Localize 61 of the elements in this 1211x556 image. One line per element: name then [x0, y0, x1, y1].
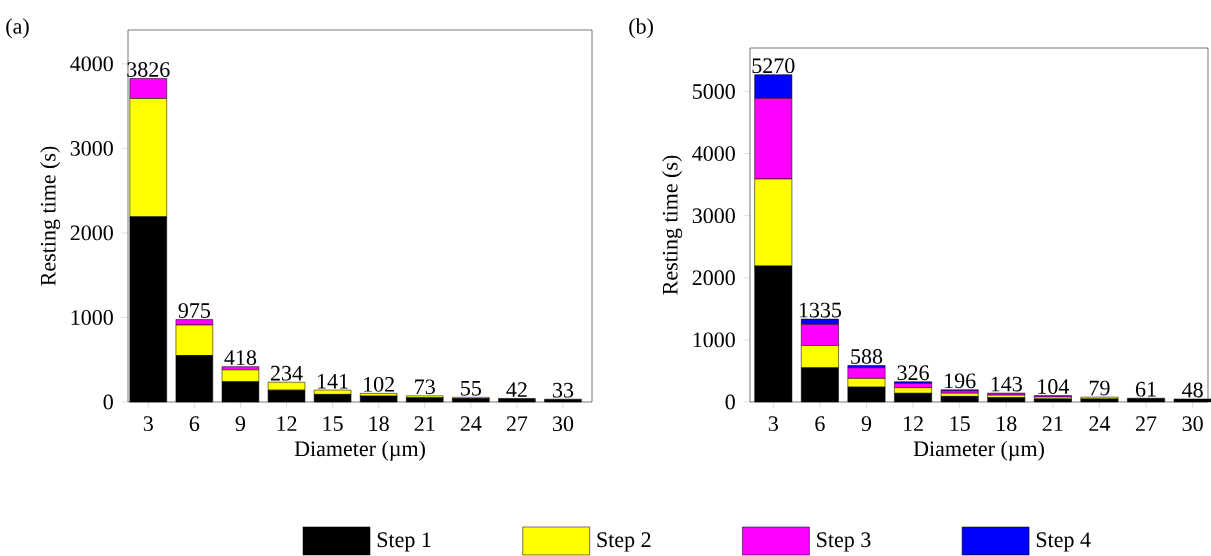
total-label: 326	[897, 365, 929, 381]
total-label: 79	[1089, 380, 1110, 396]
legend-label: Step 4	[1036, 532, 1091, 552]
total-label: 42	[506, 382, 527, 397]
y-tick-label: 5000	[693, 84, 735, 99]
total-label: 975	[178, 303, 210, 318]
y-tick-label: 1000	[71, 310, 113, 325]
x-tick-label: 15	[950, 416, 970, 431]
x-tick-label: 27	[506, 416, 528, 431]
text: (a)	[6, 18, 29, 39]
text: (b)	[629, 18, 653, 39]
x-tick-label: 9	[861, 416, 872, 432]
legend-label: Step 2	[597, 532, 651, 552]
y-tick-label: 1000	[693, 332, 735, 348]
legend-label: Step 3	[817, 532, 871, 552]
x-tick-label: 3	[143, 416, 153, 432]
total-label: 418	[224, 350, 257, 366]
total-label: 104	[1038, 379, 1070, 394]
total-label: 61	[1135, 381, 1156, 397]
x-axis-title: Diameter (µm)	[294, 440, 425, 461]
x-tick-label: 30	[553, 416, 574, 432]
x-tick-label: 12	[277, 416, 297, 431]
x-tick-label: 18	[997, 416, 1017, 432]
y-tick-label: 0	[103, 394, 113, 410]
y-axis-title: Resting time (s)	[40, 146, 61, 286]
x-tick-label: 24	[460, 416, 482, 431]
total-label: 33	[553, 382, 574, 398]
x-tick-label: 30	[1182, 416, 1203, 432]
y-tick-label: 4000	[692, 146, 735, 161]
x-tick-label: 12	[904, 416, 923, 431]
x-axis-title: Diameter (µm)	[913, 440, 1044, 461]
x-tick-label: 9	[235, 416, 246, 432]
total-label: 143	[991, 376, 1022, 392]
x-tick-label: 21	[1042, 416, 1063, 431]
y-tick-label: 2000	[692, 270, 735, 286]
y-tick-label: 3000	[692, 208, 735, 224]
legend-label: Step 1	[377, 532, 431, 552]
y-tick-label: 4000	[70, 56, 113, 72]
total-label: 234	[270, 365, 303, 381]
total-label: 3826	[127, 62, 170, 77]
x-tick-label: 15	[323, 416, 343, 431]
total-label: 73	[415, 379, 435, 395]
y-tick-label: 0	[725, 394, 735, 410]
x-tick-label: 6	[815, 416, 825, 432]
total-label: 102	[364, 376, 394, 392]
y-tick-label: 2000	[70, 225, 113, 241]
y-axis-title: Resting time (s)	[662, 155, 683, 295]
total-label: 5270	[752, 58, 795, 74]
total-label: 588	[851, 349, 883, 364]
total-label: 1335	[799, 302, 842, 318]
total-label: 196	[945, 373, 976, 389]
total-label: 55	[461, 381, 481, 396]
y-tick-label: 3000	[70, 140, 113, 156]
x-tick-label: 3	[768, 416, 778, 432]
x-tick-label: 21	[414, 416, 435, 431]
x-tick-label: 18	[369, 416, 389, 432]
x-tick-label: 6	[189, 416, 200, 432]
x-tick-label: 27	[1135, 416, 1157, 431]
total-label: 141	[318, 373, 348, 389]
total-label: 48	[1182, 382, 1203, 398]
x-tick-label: 24	[1089, 416, 1111, 431]
